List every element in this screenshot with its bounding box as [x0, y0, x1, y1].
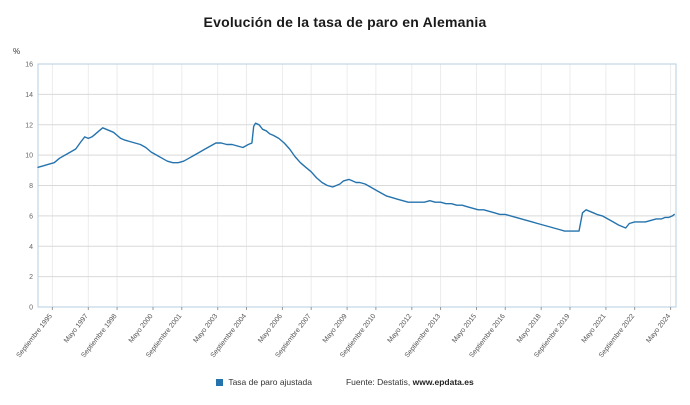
- y-tick-label: 10: [25, 153, 33, 160]
- y-tick-label: 2: [29, 274, 33, 281]
- y-tick-label: 12: [25, 122, 33, 129]
- x-tick-label: Mayo 2000: [128, 313, 155, 345]
- legend-label: Tasa de paro ajustada: [228, 377, 312, 387]
- y-tick-label: 0: [29, 305, 33, 312]
- plot-border: [37, 63, 677, 308]
- x-tick-label: Mayo 2015: [451, 313, 478, 345]
- y-axis-unit-label: %: [13, 47, 21, 56]
- source-prefix: Fuente: Destatis,: [345, 377, 413, 387]
- page-title: Evolución de la tasa de paro en Alemania: [203, 14, 487, 30]
- x-tick-label: Mayo 2018: [516, 313, 543, 345]
- source-site: www.epdata.es: [412, 377, 474, 387]
- legend-swatch-icon: [216, 378, 224, 386]
- chart-footer: Tasa de paro ajustada Fuente: Destatis, …: [0, 377, 690, 387]
- y-tick-label: 14: [25, 92, 33, 99]
- x-tick-label: Mayo 2006: [257, 313, 284, 345]
- x-tick-label: Mayo 2009: [322, 313, 349, 345]
- y-tick-label: 4: [29, 244, 33, 251]
- source-text: Fuente: Destatis, www.epdata.es: [346, 377, 474, 387]
- unemployment-line: [37, 122, 675, 232]
- y-tick-label: 6: [29, 213, 33, 220]
- x-tick-label: Septiembre 1995: [16, 313, 54, 359]
- x-tick-label: Mayo 2012: [387, 313, 414, 345]
- x-tick-label: Mayo 1997: [63, 313, 90, 345]
- x-tick-label: Mayo 2021: [581, 313, 608, 345]
- x-tick-label: Mayo 2024: [645, 313, 672, 345]
- y-tick-label: 8: [29, 183, 33, 190]
- x-tick-label: Mayo 2003: [192, 313, 219, 345]
- legend-item: Tasa de paro ajustada: [216, 377, 312, 387]
- y-tick-label: 16: [25, 62, 33, 69]
